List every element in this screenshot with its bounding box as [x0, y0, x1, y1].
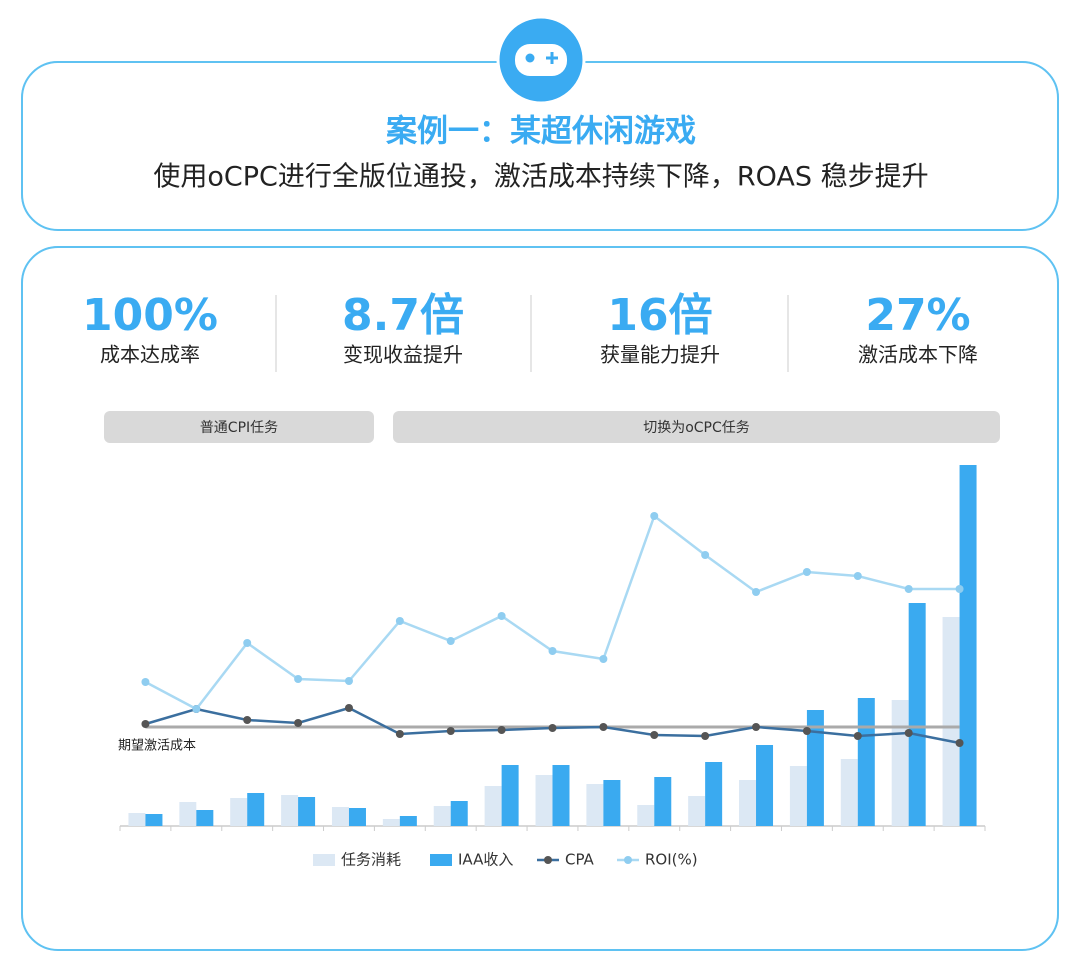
legend-label: IAA收入	[458, 851, 513, 869]
bar	[298, 797, 316, 826]
bar	[433, 806, 451, 826]
legend-swatch	[313, 854, 335, 866]
bar	[942, 617, 960, 826]
legend-label: CPA	[565, 851, 595, 869]
marker	[548, 724, 557, 732]
stat-value: 8.7倍	[342, 290, 464, 341]
bar	[247, 793, 265, 826]
marker	[752, 723, 761, 731]
marker	[141, 678, 150, 686]
stat-value: 100%	[82, 290, 218, 341]
title: 案例一：某超休闲游戏	[386, 114, 696, 150]
marker	[955, 585, 964, 593]
bar	[959, 465, 977, 826]
bar	[281, 795, 299, 826]
stat-value: 16倍	[607, 290, 712, 341]
bar	[552, 765, 570, 826]
bar	[637, 805, 655, 826]
marker	[904, 585, 913, 593]
bar	[840, 759, 858, 826]
marker	[853, 572, 862, 580]
bar	[348, 808, 366, 826]
marker	[395, 617, 404, 625]
bar	[230, 798, 248, 826]
bar	[450, 801, 468, 826]
stat-label: 变现收益提升	[343, 343, 463, 367]
marker	[548, 647, 557, 655]
marker	[344, 677, 353, 685]
stat-value: 27%	[865, 290, 970, 341]
marker	[344, 704, 353, 712]
phase-label: 切换为oCPC任务	[643, 419, 750, 436]
reference-label: 期望激活成本	[118, 738, 196, 754]
gamepad-icon	[515, 44, 567, 76]
marker	[955, 739, 964, 747]
stat-label: 激活成本下降	[858, 343, 978, 367]
bar	[654, 777, 672, 826]
bar	[399, 816, 417, 826]
bar	[196, 810, 214, 826]
phase-label: 普通CPI任务	[200, 420, 278, 436]
legend-label: 任务消耗	[341, 851, 401, 869]
marker	[650, 731, 659, 739]
marker	[446, 727, 455, 735]
bar	[688, 796, 706, 826]
bar	[535, 775, 553, 826]
marker	[802, 568, 811, 576]
bar	[331, 807, 349, 826]
marker	[243, 716, 252, 724]
legend-swatch	[544, 856, 552, 864]
phase-bar	[393, 411, 1000, 443]
bar	[382, 819, 400, 826]
stat-label: 成本达成率	[100, 343, 200, 367]
legend-swatch	[430, 854, 452, 866]
marker	[294, 719, 303, 727]
bar	[586, 784, 604, 826]
bar	[908, 603, 926, 826]
marker	[752, 588, 761, 596]
gamepad-cross	[546, 52, 558, 64]
bar	[756, 745, 774, 826]
marker	[243, 639, 252, 647]
legend-label: ROI(%)	[645, 851, 698, 869]
marker	[192, 705, 201, 713]
marker	[701, 551, 710, 559]
marker	[802, 727, 811, 735]
marker	[599, 723, 608, 731]
bar	[806, 710, 824, 826]
marker	[853, 732, 862, 740]
subtitle: 使用oCPC进行全版位通投，激活成本持续下降，ROAS 稳步提升	[153, 162, 928, 193]
gamepad-button	[525, 53, 535, 63]
marker	[294, 675, 303, 683]
bar	[857, 698, 875, 826]
bar	[128, 813, 146, 826]
marker	[395, 730, 404, 738]
stat-label: 获量能力提升	[600, 343, 720, 367]
marker	[141, 720, 150, 728]
bar	[501, 765, 519, 826]
bar	[145, 814, 163, 826]
bar	[705, 762, 723, 826]
bar	[739, 780, 757, 826]
bar	[484, 786, 502, 826]
bar	[603, 780, 621, 826]
bar	[891, 700, 909, 826]
marker	[497, 612, 506, 620]
marker	[599, 655, 608, 663]
marker	[701, 732, 710, 740]
bar	[789, 766, 807, 826]
marker	[446, 637, 455, 645]
phase-bar	[104, 411, 374, 443]
marker	[650, 512, 659, 520]
legend-swatch	[624, 856, 632, 864]
marker	[497, 726, 506, 734]
bar	[179, 802, 197, 826]
marker	[904, 729, 913, 737]
